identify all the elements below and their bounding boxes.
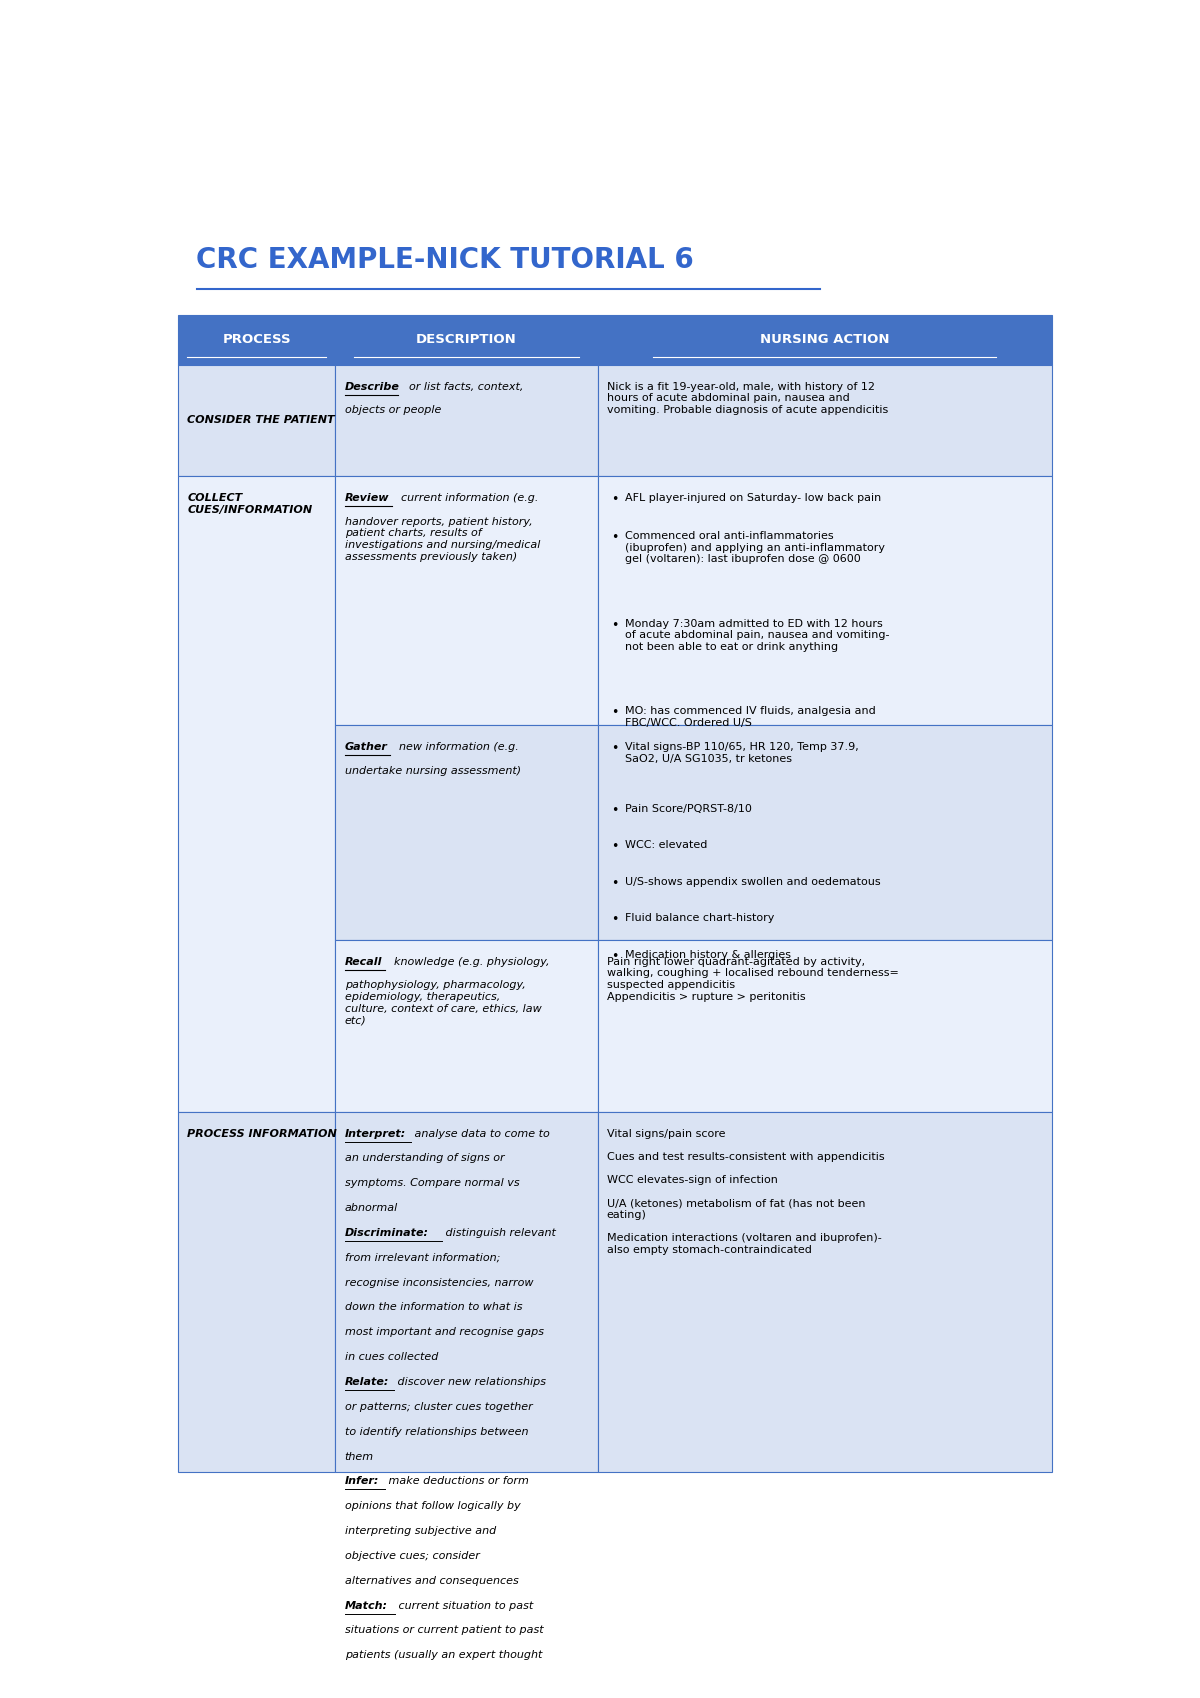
Text: Relate:: Relate: — [344, 1377, 389, 1387]
Text: abnormal: abnormal — [344, 1204, 398, 1212]
Text: Pain Score/PQRST-8/10: Pain Score/PQRST-8/10 — [625, 803, 752, 813]
Bar — [178, 365, 335, 475]
Text: PROCESS INFORMATION: PROCESS INFORMATION — [187, 1129, 337, 1139]
Text: MO: has commenced IV fluids, analgesia and
FBC/WCC. Ordered U/S: MO: has commenced IV fluids, analgesia a… — [625, 706, 876, 728]
Text: •: • — [612, 951, 619, 963]
Text: alternatives and consequences: alternatives and consequences — [344, 1576, 518, 1586]
Text: distinguish relevant: distinguish relevant — [443, 1228, 556, 1238]
Bar — [598, 941, 1052, 1112]
Text: Monday 7:30am admitted to ED with 12 hours
of acute abdominal pain, nausea and v: Monday 7:30am admitted to ED with 12 hou… — [625, 618, 890, 652]
Bar — [335, 365, 598, 475]
Bar — [335, 941, 598, 1112]
Text: down the information to what is: down the information to what is — [344, 1302, 522, 1313]
Text: them: them — [344, 1452, 373, 1462]
Text: Medication history & allergies: Medication history & allergies — [625, 951, 792, 959]
Bar — [598, 475, 1052, 725]
Text: discover new relationships: discover new relationships — [394, 1377, 546, 1387]
Bar — [178, 1112, 335, 1472]
Text: Review: Review — [344, 492, 389, 503]
Bar — [598, 314, 1052, 365]
Text: •: • — [612, 492, 619, 506]
Text: analyse data to come to: analyse data to come to — [410, 1129, 550, 1139]
Text: an understanding of signs or: an understanding of signs or — [344, 1153, 504, 1163]
Text: current information (e.g.: current information (e.g. — [401, 492, 539, 503]
Text: Describe: Describe — [344, 382, 400, 392]
Text: situations or current patient to past: situations or current patient to past — [344, 1625, 544, 1635]
Bar — [178, 475, 335, 1112]
Text: make deductions or form: make deductions or form — [384, 1476, 528, 1486]
Text: U/S-shows appendix swollen and oedematous: U/S-shows appendix swollen and oedematou… — [625, 876, 881, 886]
Text: patients (usually an expert thought: patients (usually an expert thought — [344, 1650, 542, 1661]
Text: Discriminate:: Discriminate: — [344, 1228, 428, 1238]
Text: to identify relationships between: to identify relationships between — [344, 1426, 528, 1437]
Text: Interpret:: Interpret: — [344, 1129, 406, 1139]
Bar — [178, 314, 335, 365]
Text: Infer:: Infer: — [344, 1476, 379, 1486]
Text: Pain right lower quadrant-agitated by activity,
walking, coughing + localised re: Pain right lower quadrant-agitated by ac… — [607, 958, 899, 1002]
Text: Vital signs/pain score

Cues and test results-consistent with appendicitis

WCC : Vital signs/pain score Cues and test res… — [607, 1129, 884, 1255]
Text: •: • — [612, 618, 619, 632]
Bar — [335, 1112, 598, 1472]
Bar — [335, 475, 598, 725]
Text: new information (e.g.: new information (e.g. — [400, 742, 520, 752]
Text: Match:: Match: — [344, 1601, 388, 1611]
Text: CONSIDER THE PATIENT: CONSIDER THE PATIENT — [187, 416, 335, 426]
Text: •: • — [612, 803, 619, 817]
Text: most important and recognise gaps: most important and recognise gaps — [344, 1328, 544, 1338]
Text: objects or people: objects or people — [344, 406, 440, 414]
Text: •: • — [612, 876, 619, 890]
Text: objective cues; consider: objective cues; consider — [344, 1550, 480, 1560]
Text: •: • — [612, 531, 619, 543]
Text: handover reports, patient history,
patient charts, results of
investigations and: handover reports, patient history, patie… — [344, 516, 540, 562]
Text: •: • — [612, 706, 619, 720]
Text: undertake nursing assessment): undertake nursing assessment) — [344, 766, 521, 776]
Text: •: • — [612, 742, 619, 756]
Text: knowledge (e.g. physiology,: knowledge (e.g. physiology, — [394, 958, 550, 966]
Bar — [598, 1112, 1052, 1472]
Bar — [335, 725, 598, 941]
Text: DESCRIPTION: DESCRIPTION — [416, 333, 517, 346]
Text: current situation to past: current situation to past — [395, 1601, 533, 1611]
Text: symptoms. Compare normal vs: symptoms. Compare normal vs — [344, 1178, 520, 1189]
Bar — [598, 725, 1052, 941]
Text: in cues collected: in cues collected — [344, 1352, 438, 1362]
Text: recognise inconsistencies, narrow: recognise inconsistencies, narrow — [344, 1277, 533, 1287]
Bar — [335, 314, 598, 365]
Text: Nick is a fit 19-year-old, male, with history of 12
hours of acute abdominal pai: Nick is a fit 19-year-old, male, with hi… — [607, 382, 888, 414]
Text: opinions that follow logically by: opinions that follow logically by — [344, 1501, 521, 1511]
Text: pathophysiology, pharmacology,
epidemiology, therapeutics,
culture, context of c: pathophysiology, pharmacology, epidemiol… — [344, 980, 541, 1026]
Text: Recall: Recall — [344, 958, 382, 966]
Text: Vital signs-BP 110/65, HR 120, Temp 37.9,
SaO2, U/A SG1035, tr ketones: Vital signs-BP 110/65, HR 120, Temp 37.9… — [625, 742, 859, 764]
Text: COLLECT
CUES/INFORMATION: COLLECT CUES/INFORMATION — [187, 492, 312, 514]
Text: or list facts, context,: or list facts, context, — [409, 382, 523, 392]
Text: NURSING ACTION: NURSING ACTION — [760, 333, 889, 346]
Text: CRC EXAMPLE-NICK TUTORIAL 6: CRC EXAMPLE-NICK TUTORIAL 6 — [197, 246, 695, 273]
Text: from irrelevant information;: from irrelevant information; — [344, 1253, 500, 1263]
Text: WCC: elevated: WCC: elevated — [625, 841, 708, 851]
Text: •: • — [612, 914, 619, 927]
Text: Fluid balance chart-history: Fluid balance chart-history — [625, 914, 775, 924]
Text: •: • — [612, 841, 619, 854]
Text: Gather: Gather — [344, 742, 388, 752]
Text: AFL player-injured on Saturday- low back pain: AFL player-injured on Saturday- low back… — [625, 492, 882, 503]
Text: PROCESS: PROCESS — [222, 333, 290, 346]
Text: Commenced oral anti-inflammatories
(ibuprofen) and applying an anti-inflammatory: Commenced oral anti-inflammatories (ibup… — [625, 531, 886, 564]
Text: interpreting subjective and: interpreting subjective and — [344, 1527, 496, 1537]
Bar — [598, 365, 1052, 475]
Text: or patterns; cluster cues together: or patterns; cluster cues together — [344, 1403, 533, 1411]
